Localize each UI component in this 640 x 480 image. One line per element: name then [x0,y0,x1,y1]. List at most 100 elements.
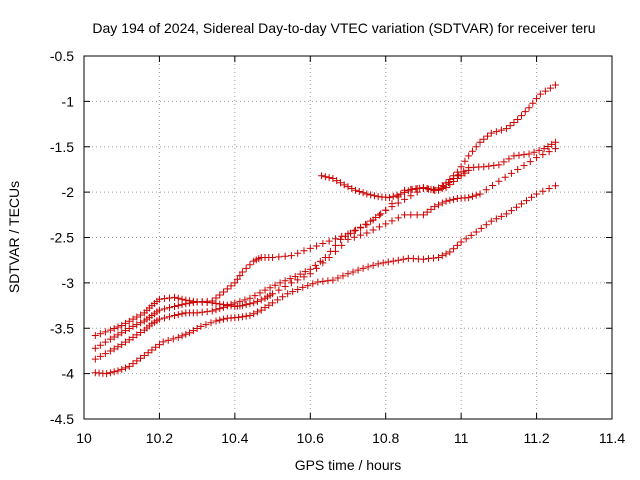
data-point [429,254,437,262]
data-point [354,266,362,274]
data-point [431,186,439,194]
data-point [316,257,324,265]
data-point [250,299,258,307]
data-point [450,195,458,203]
data-point [281,277,289,285]
data-point [169,335,177,343]
data-point [96,352,104,360]
data-point [171,302,179,310]
data-point [525,150,533,158]
data-point [236,272,244,280]
data-point [545,184,553,192]
x-tick-label: 11.4 [599,430,625,446]
data-point [533,154,541,162]
data-point [101,328,109,336]
data-point [129,322,137,330]
data-point [257,306,265,314]
data-point [101,350,109,358]
data-point [281,252,289,260]
data-point [137,311,145,319]
data-point [160,295,168,303]
data-point [198,308,206,316]
data-point [212,317,220,325]
data-point [261,286,269,294]
data-point [300,247,308,255]
data-point [344,270,352,278]
data-point [546,84,554,92]
data-point [318,172,326,180]
data-point [155,341,163,349]
data-point [137,354,145,362]
data-point [413,188,421,196]
data-point [216,316,224,324]
data-point [551,145,559,153]
data-point [110,368,118,376]
data-point [216,291,224,299]
data-point [465,166,473,174]
data-point [125,325,133,333]
data-point [367,217,375,225]
x-tick-label: 10 [76,430,92,446]
data-point [269,253,277,261]
data-point [319,277,327,285]
data-point [106,369,114,377]
data-point [453,175,461,183]
x-tick-label: 10.8 [372,430,399,446]
data-point [517,112,525,120]
data-point [294,286,302,294]
data-point [492,128,500,136]
data-point [490,162,498,170]
data-point [121,338,129,346]
data-point [129,315,137,323]
data-point [533,95,541,103]
data-point [355,188,363,196]
data-point [193,309,201,317]
data-point [487,217,495,225]
y-tick-label: -3 [62,275,75,291]
data-point [352,186,360,194]
data-point [344,183,352,191]
data-point [461,157,469,165]
data-point [514,165,522,173]
data-point [171,312,179,320]
data-point [399,255,407,263]
data-point [103,370,111,378]
data-point [286,275,294,283]
data-point [535,146,543,154]
data-point [256,289,264,297]
data-point [435,253,443,261]
data-point [379,259,387,267]
data-point [551,182,559,190]
data-point [349,268,357,276]
data-point [242,312,250,320]
series-5 [318,166,473,202]
data-point [517,200,525,208]
data-point [476,190,484,198]
data-point [530,148,538,156]
data-point [465,194,473,202]
data-point [438,252,446,260]
data-point [350,233,358,241]
data-point [182,300,190,308]
data-point [362,220,370,228]
data-point [370,192,378,200]
data-point [197,322,205,330]
data-point [207,319,215,327]
data-point [165,294,173,302]
data-point [457,163,465,171]
data-point [314,278,322,286]
data-point [96,330,104,338]
data-point [291,273,299,281]
data-point [350,227,358,235]
data-point [299,283,307,291]
data-point [507,207,515,215]
series-3 [91,138,559,363]
data-point [401,188,409,196]
data-point [419,255,427,263]
data-point [311,261,319,269]
data-point [121,364,129,372]
data-point [341,232,349,240]
data-point [329,276,337,284]
data-point [528,193,536,201]
data-point [129,333,137,341]
